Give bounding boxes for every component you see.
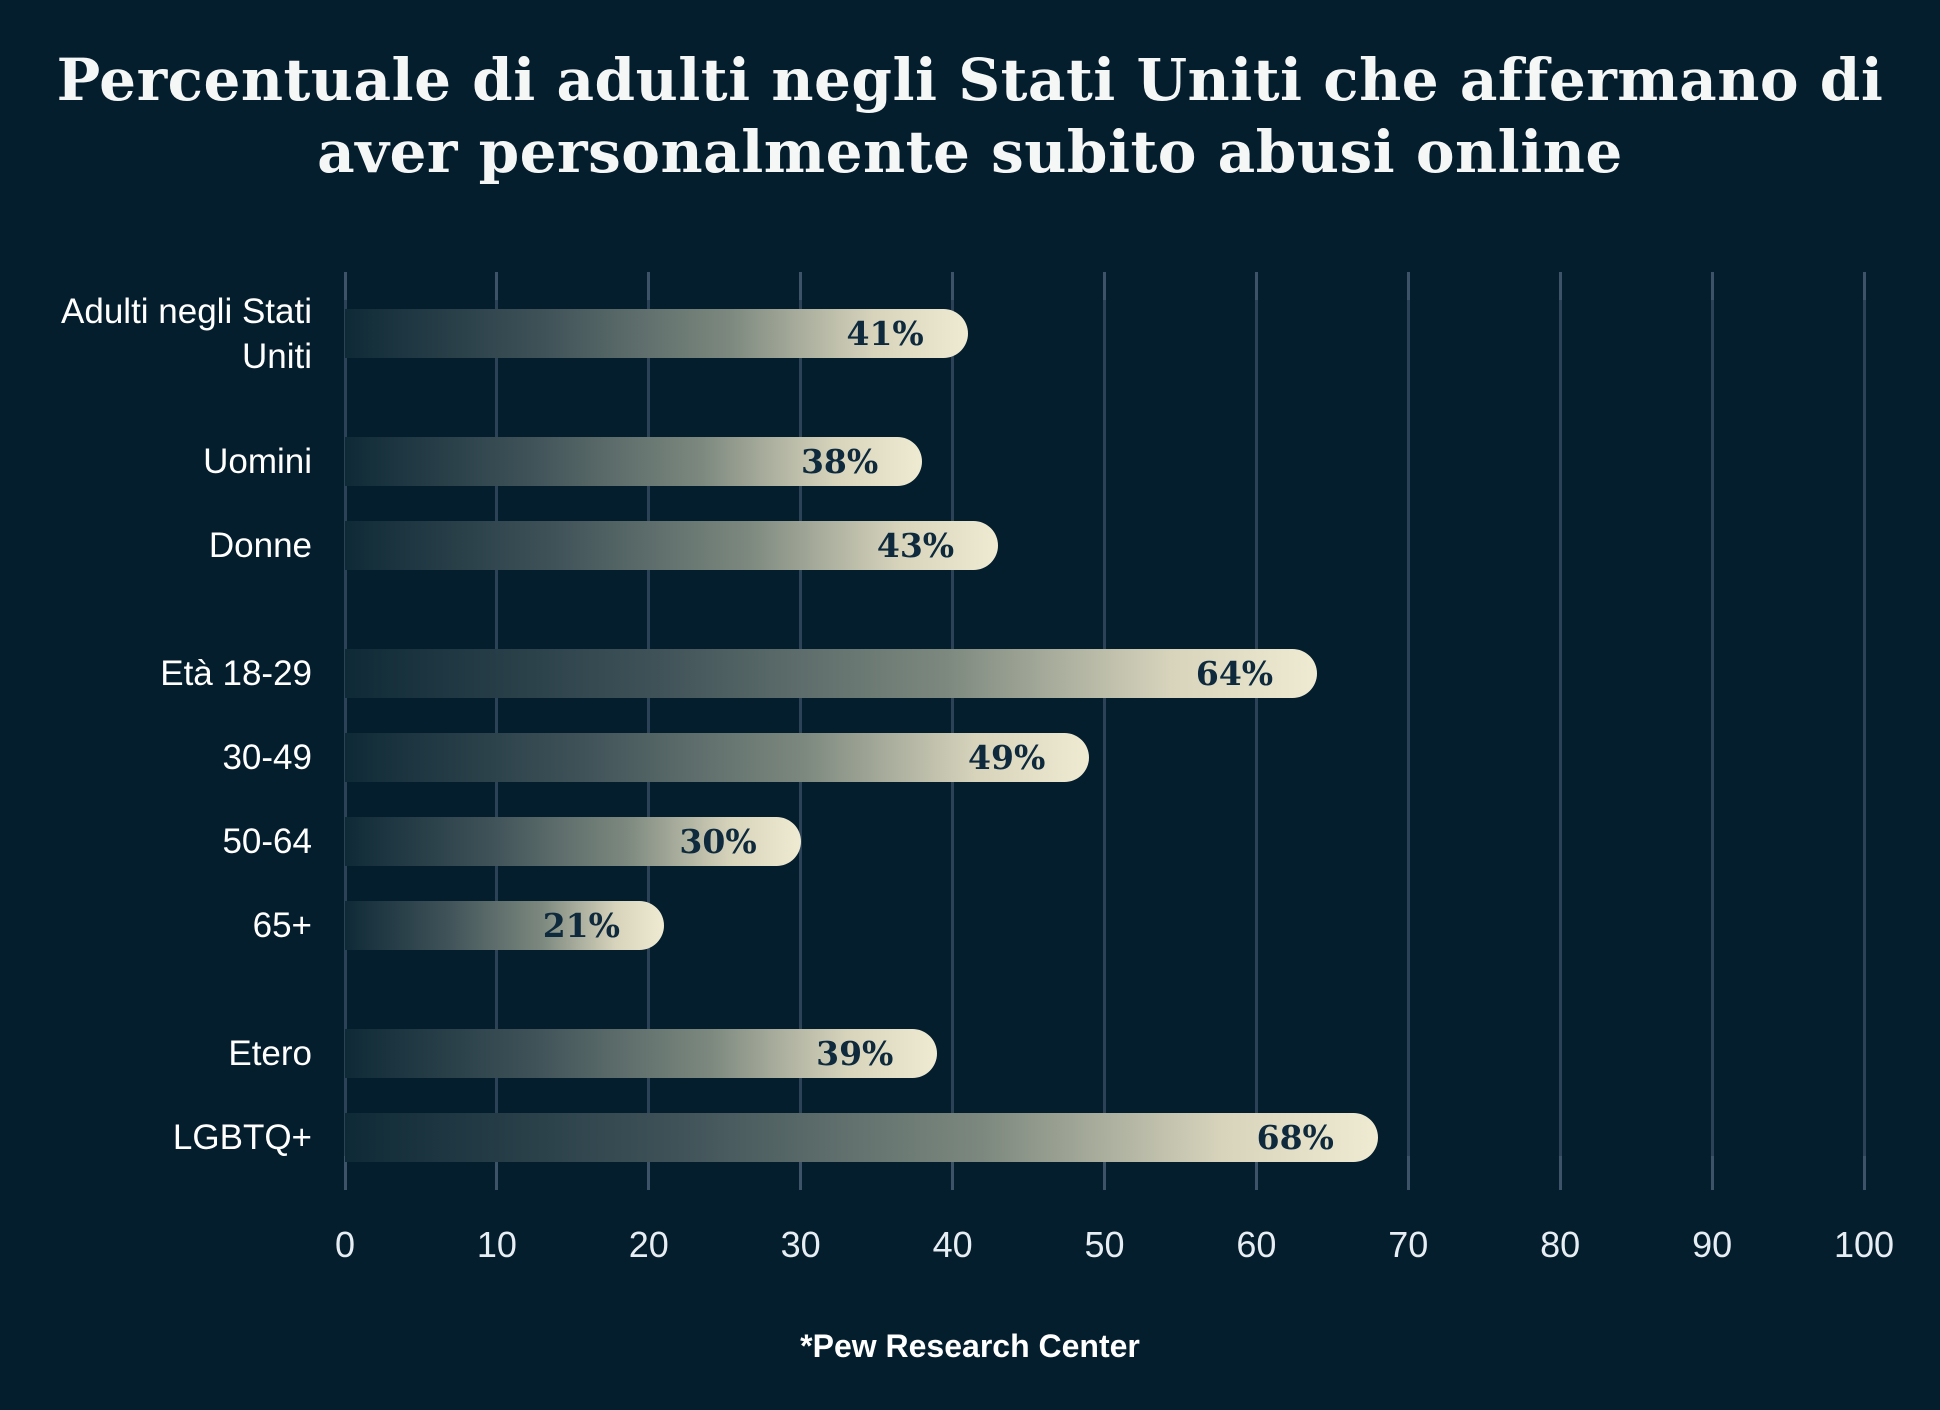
chart-title: Percentuale di adulti negli Stati Uniti … (0, 44, 1940, 188)
category-label: 30-49 (222, 738, 312, 777)
bar: 41% (345, 309, 968, 358)
bar: 38% (345, 437, 923, 486)
axis-tick-label: 100 (1833, 1224, 1895, 1265)
value-label: 38% (800, 442, 879, 481)
value-label: 49% (968, 738, 1046, 777)
category-label: Donne (208, 526, 312, 565)
gridline (343, 272, 347, 1190)
axis-tick-label: 10 (476, 1224, 517, 1265)
category-label: LGBTQ+ (172, 1118, 312, 1157)
bar: 64% (345, 649, 1318, 698)
bar: 30% (345, 817, 801, 866)
axis-tick-label: 50 (1084, 1224, 1125, 1265)
gridline (647, 272, 651, 1190)
axis-tick-label: 30 (780, 1224, 821, 1265)
axis-tick-label: 70 (1388, 1224, 1429, 1265)
gridline (1103, 272, 1106, 1190)
bar: 49% (345, 733, 1090, 782)
value-label: 41% (846, 314, 924, 353)
gridline (799, 272, 803, 1190)
value-label: 39% (816, 1034, 894, 1073)
axis-tick-label: 0 (334, 1224, 356, 1265)
axis-tick-label: 90 (1692, 1224, 1733, 1265)
axis-tick-label: 20 (628, 1224, 669, 1265)
gridline (951, 272, 955, 1190)
value-label: 43% (876, 526, 955, 565)
axis-tick-label: 80 (1540, 1224, 1581, 1265)
chart-title-line1: Percentuale di adulti negli Stati Uniti … (56, 46, 1884, 114)
source-note: *Pew Research Center (800, 1328, 1140, 1364)
category-label: Adulti negli Stati Uniti (61, 291, 312, 376)
gridline (1406, 272, 1410, 1190)
gridline (1254, 272, 1258, 1190)
value-label: 30% (679, 822, 757, 861)
bar: 21% (345, 901, 664, 950)
category-label: Età 18-29 (160, 654, 312, 693)
bar: 39% (345, 1029, 938, 1078)
chart-title-line2: aver personalmente subito abusi online (317, 118, 1623, 186)
axis-tick-label: 40 (932, 1224, 973, 1265)
bar: 68% (345, 1113, 1378, 1162)
bar: 43% (345, 521, 999, 570)
axis-tick-label: 60 (1236, 1224, 1277, 1265)
value-label: 64% (1195, 654, 1274, 693)
gridline (495, 272, 499, 1190)
category-label: Uomini (203, 442, 312, 481)
category-label: 50-64 (222, 822, 312, 861)
gridline (1558, 272, 1562, 1190)
value-label: 21% (542, 906, 620, 945)
category-label: Etero (228, 1034, 312, 1073)
gridline (1710, 272, 1714, 1190)
value-label: 68% (1256, 1118, 1334, 1157)
gridline (1862, 272, 1866, 1190)
category-label: 65+ (252, 906, 312, 945)
